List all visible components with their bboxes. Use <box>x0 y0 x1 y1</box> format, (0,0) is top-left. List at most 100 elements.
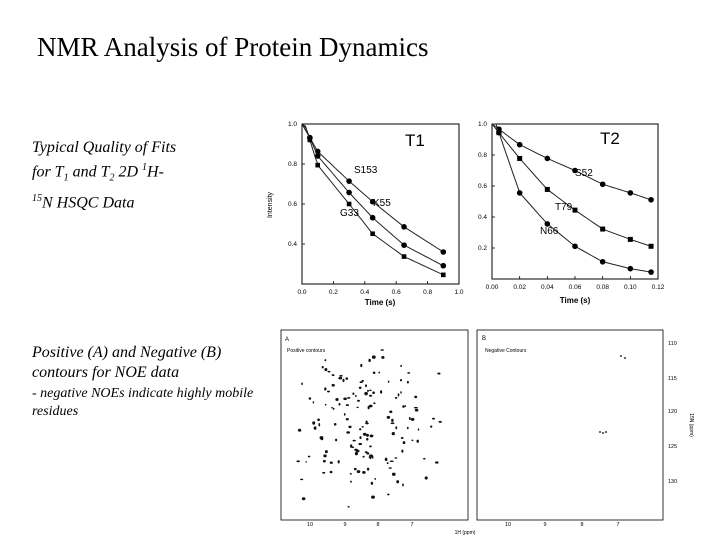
data-point <box>401 242 407 248</box>
contour-peak <box>391 418 394 422</box>
contour-peak <box>411 439 414 442</box>
noe-y-tick-label: 130 <box>668 479 677 485</box>
data-point <box>572 207 578 213</box>
contour-peak <box>391 431 395 436</box>
fits-caption-line2-pre: for T <box>32 163 64 181</box>
noe-y-axis-label: 15N (ppm) <box>688 413 694 437</box>
contour-peak <box>406 426 409 430</box>
noe-x-tick-label: 8 <box>580 522 583 528</box>
contour-peak <box>324 403 327 406</box>
data-point <box>572 167 578 174</box>
data-point <box>627 265 634 272</box>
data-point <box>440 249 447 255</box>
data-point <box>599 181 606 188</box>
contour-peak <box>364 384 368 388</box>
contour-peak <box>324 450 328 454</box>
contour-peak <box>362 455 365 458</box>
data-point <box>369 198 376 205</box>
contour-peak <box>370 481 374 485</box>
contour-peak <box>379 390 383 394</box>
contour-peak <box>374 477 377 480</box>
y-tick-label: 0.8 <box>478 152 487 159</box>
contour-peak <box>359 436 362 440</box>
contour-peak <box>416 439 419 443</box>
contour-peak <box>345 404 349 407</box>
contour-peak <box>371 455 374 459</box>
contour-peak <box>601 432 605 434</box>
contour-peak <box>373 402 376 405</box>
contour-peak <box>301 382 303 386</box>
contour-peak <box>324 387 327 391</box>
contour-peak <box>329 461 333 464</box>
y-tick-label: 1.0 <box>288 121 297 128</box>
contour-peak <box>355 449 360 453</box>
data-point <box>401 254 407 259</box>
contour-peak <box>368 394 373 397</box>
contour-peak <box>305 461 307 463</box>
data-point <box>496 129 502 136</box>
series-label-s52: S52 <box>575 168 593 179</box>
contour-peak <box>410 417 415 421</box>
contour-peak <box>397 393 400 397</box>
contour-peak <box>331 406 334 409</box>
data-point <box>544 186 550 192</box>
x-tick-label: 0.6 <box>392 289 401 296</box>
contour-peak <box>313 426 317 430</box>
contour-peak <box>406 380 409 384</box>
data-point <box>346 201 352 207</box>
contour-peak <box>371 495 375 499</box>
contour-peak <box>361 426 364 428</box>
contour-peak <box>321 365 324 369</box>
y-tick-label: 1.0 <box>478 121 487 128</box>
contour-peak <box>335 438 338 442</box>
contour-peak <box>438 420 442 423</box>
noe-b-contours <box>598 355 627 434</box>
data-point <box>627 190 634 196</box>
contour-peak <box>327 370 331 373</box>
contour-peak <box>367 389 369 392</box>
contour-peak <box>353 467 357 471</box>
contour-peak <box>401 449 404 453</box>
data-point <box>307 137 313 143</box>
noe-y-tick-label: 125 <box>668 444 677 450</box>
contour-peak <box>422 457 426 460</box>
contour-peak <box>352 392 355 395</box>
contour-peak <box>400 437 404 439</box>
slide-title: NMR Analysis of Protein Dynamics <box>37 32 429 62</box>
contour-peak <box>372 391 375 394</box>
contour-peak <box>623 357 627 359</box>
data-point <box>517 155 523 161</box>
data-point <box>544 221 551 227</box>
fits-caption: Typical Quality of Fits for T1 and T2 2D… <box>32 138 262 213</box>
contour-peak <box>369 445 372 448</box>
contour-peak <box>352 439 356 442</box>
noe-ticks: 10 9 8 7 10 9 8 7 110 115 120 125 130 <box>307 341 677 528</box>
contour-peak <box>322 471 326 474</box>
contour-peak <box>329 470 333 474</box>
noe-panel-a-label: Positive contours <box>287 348 326 354</box>
noe-y-tick-label: 110 <box>668 341 677 347</box>
contour-peak <box>407 372 411 374</box>
contour-peak <box>394 457 398 459</box>
fits-caption-line1: Typical Quality of Fits <box>32 139 177 156</box>
fits-caption-line3: N HSQC Data <box>42 193 135 211</box>
x-tick-label: 0.08 <box>596 284 609 291</box>
contour-peak <box>619 355 623 357</box>
t1-title: T1 <box>405 131 425 150</box>
data-point <box>599 258 606 265</box>
contour-peak <box>326 390 331 393</box>
noe-panel-a-frame <box>280 329 469 521</box>
contour-peak <box>381 355 385 359</box>
series-label-n66: N66 <box>540 226 559 237</box>
contour-peak <box>359 428 362 431</box>
contour-peak <box>360 363 363 368</box>
fits-caption-line2-mid: and T <box>68 163 110 181</box>
noe-x-tick-label: 9 <box>343 522 346 528</box>
contour-peak <box>355 394 357 398</box>
series-label-g33: G33 <box>340 208 359 219</box>
contour-peak <box>366 467 370 471</box>
contour-peak <box>312 421 316 425</box>
contour-peak <box>365 422 369 425</box>
contour-peak <box>400 364 403 367</box>
contour-peak <box>400 391 402 394</box>
